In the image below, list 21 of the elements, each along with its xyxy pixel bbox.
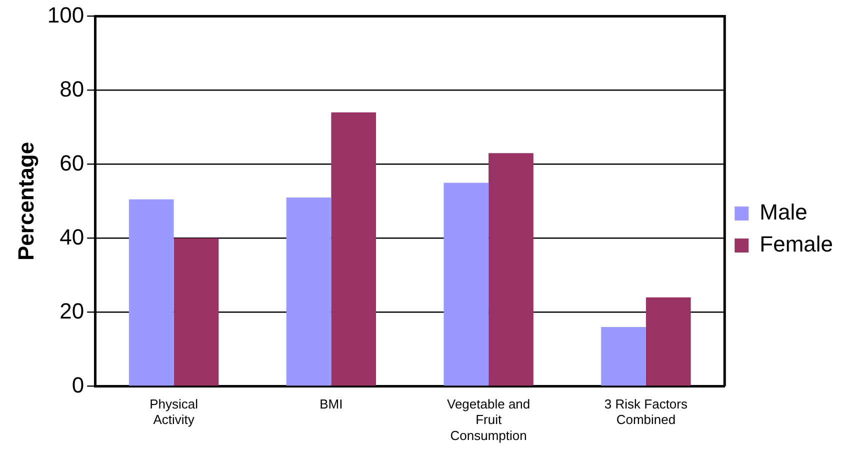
legend-label: Female (760, 232, 833, 257)
x-tick-label: Physical Activity (150, 396, 198, 428)
bar (601, 327, 646, 386)
y-axis-title: Percentage (13, 142, 38, 261)
y-tick-label: 100 (47, 2, 84, 28)
bar (646, 297, 691, 386)
x-tick-label: Vegetable and Fruit Consumption (446, 396, 530, 443)
y-tick-label: 20 (60, 298, 84, 324)
bar (444, 182, 489, 386)
y-tick-label: 0 (72, 372, 84, 398)
bar (286, 198, 332, 386)
bar (331, 112, 376, 386)
legend-label: Male (760, 200, 808, 225)
y-tick-label: 80 (60, 76, 84, 102)
bar (174, 238, 219, 386)
x-tick-label: BMI (320, 396, 343, 412)
bar (488, 153, 534, 386)
y-tick-label: 40 (60, 224, 84, 250)
x-tick-label: 3 Risk Factors Combined (604, 396, 688, 428)
bar (128, 199, 174, 386)
y-tick-label: 60 (60, 150, 84, 176)
